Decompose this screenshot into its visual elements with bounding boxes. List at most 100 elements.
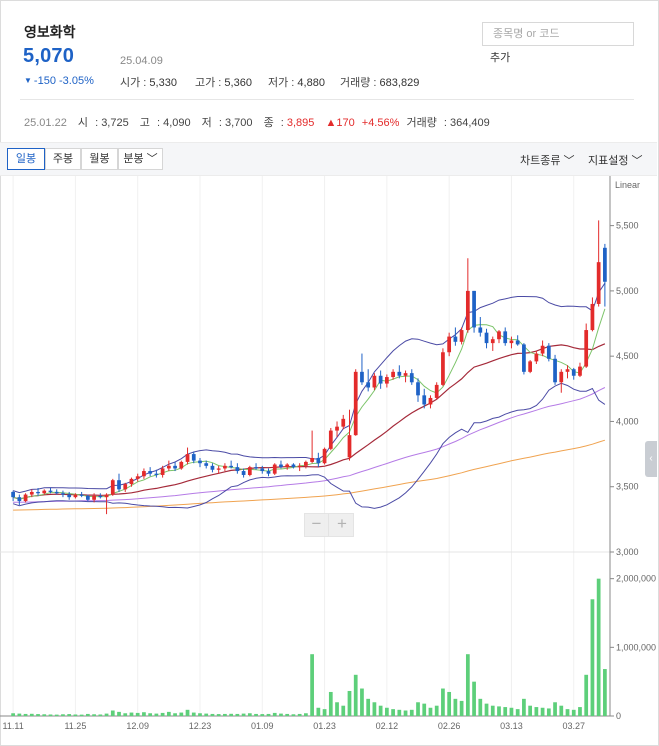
candle-body xyxy=(503,331,508,344)
candle-body xyxy=(17,497,22,502)
volume-bar xyxy=(241,713,246,716)
volume-bar xyxy=(490,705,495,716)
volume-bar xyxy=(48,714,53,716)
high-stat: 고가 : 5,360 xyxy=(195,77,252,89)
candle-body xyxy=(198,460,202,464)
indicator-menu[interactable]: 지표설정 ﹀ xyxy=(588,155,643,167)
ma60-line xyxy=(13,387,606,503)
volume-bar xyxy=(596,578,601,716)
candle-body xyxy=(304,461,308,466)
volume-bar xyxy=(185,709,190,716)
tab-monthly[interactable]: 월봉 xyxy=(81,148,118,170)
crosshair-info: 25.01.22 시 : 3,725 고 : 4,090 저 : 3,700 종… xyxy=(24,114,498,130)
candle-body xyxy=(596,262,601,304)
volume-bar xyxy=(135,712,140,716)
current-price: 5,070 xyxy=(23,45,75,67)
volume-bar xyxy=(546,708,551,716)
candle-body xyxy=(490,339,495,344)
volume-bar xyxy=(117,711,121,716)
volume-bar xyxy=(366,698,371,716)
volume-stat: 거래량 : 683,829 xyxy=(340,77,420,89)
chart-type-menu[interactable]: 차트종류 ﹀ xyxy=(520,155,575,167)
candle-body xyxy=(241,471,246,475)
open-stat: 시가 : 5,330 xyxy=(120,77,177,89)
info-volume: 거래량 : 364,409 xyxy=(406,117,490,129)
minus-icon[interactable]: − xyxy=(305,514,329,536)
tab-weekly[interactable]: 주봉 xyxy=(45,148,81,170)
candle-body xyxy=(353,371,358,436)
candle-body xyxy=(266,471,271,474)
chevron-down-icon: ﹀ xyxy=(143,153,158,165)
volume-bar xyxy=(98,714,103,716)
volume-bar xyxy=(61,714,65,716)
volume-bar xyxy=(29,713,34,716)
candle-body xyxy=(422,395,427,405)
candle-body xyxy=(403,373,408,376)
candle-body xyxy=(397,371,402,376)
candle-body xyxy=(472,290,476,328)
volume-bar xyxy=(11,713,15,716)
candle-body xyxy=(540,345,545,354)
candle-body xyxy=(54,491,59,494)
volume-bar xyxy=(578,707,582,716)
info-change: ▲170 xyxy=(325,117,355,129)
candle-body xyxy=(291,464,296,468)
candle-body xyxy=(79,494,84,496)
candle-body xyxy=(229,465,234,468)
chevron-down-icon: ﹀ xyxy=(628,155,643,167)
chevron-left-icon[interactable]: ‹ xyxy=(645,441,657,477)
candle-body xyxy=(98,495,103,498)
info-high: 고 : 4,090 xyxy=(139,117,191,129)
volume-bar xyxy=(36,714,40,716)
volume-bar xyxy=(110,710,115,716)
volume-bar xyxy=(571,709,576,716)
candle-body xyxy=(310,458,314,462)
candle-body xyxy=(465,290,470,331)
candle-body xyxy=(210,465,215,470)
x-tick-label: 03.13 xyxy=(500,721,523,731)
volume-bar xyxy=(272,712,277,716)
candle-body xyxy=(117,480,121,490)
ma120-line xyxy=(13,439,606,511)
volume-bar xyxy=(353,674,358,716)
info-change-pct: +4.56% xyxy=(361,117,400,129)
price-tick-label: 4,000 xyxy=(616,416,639,426)
volume-bar xyxy=(42,714,47,716)
volume-bar xyxy=(79,714,84,716)
volume-bar xyxy=(223,713,227,716)
volume-bar xyxy=(528,705,533,716)
candle-body xyxy=(279,464,283,468)
candle-body xyxy=(335,426,339,431)
candle-body xyxy=(497,331,501,340)
change-percent: -3.05% xyxy=(59,75,94,87)
plus-icon[interactable]: + xyxy=(337,514,347,533)
volume-bar xyxy=(173,713,177,716)
volume-bar xyxy=(391,709,395,716)
volume-bar xyxy=(297,713,302,716)
candle-body xyxy=(29,491,34,495)
volume-bar xyxy=(335,702,339,716)
tab-minute[interactable]: 분봉 ﹀ xyxy=(118,148,163,170)
stock-search-input[interactable] xyxy=(482,22,634,46)
candle-body xyxy=(559,371,564,383)
volume-bar xyxy=(279,713,283,716)
scale-label: Linear xyxy=(615,180,640,190)
divider xyxy=(20,99,634,100)
volume-bar xyxy=(310,654,314,716)
volume-bar xyxy=(465,654,470,716)
stock-chart[interactable]: Linear 3,000 3,500 4,000 4,500 5,000 5,500 0 1,0… xyxy=(0,176,659,746)
volume-bar xyxy=(540,707,545,716)
price-tick-label: 3,500 xyxy=(616,482,639,492)
candle-body xyxy=(522,344,526,372)
candle-body xyxy=(590,303,595,331)
volume-bar xyxy=(260,714,265,716)
volume-bar xyxy=(478,698,483,716)
candle-body xyxy=(73,494,78,498)
tab-daily[interactable]: 일봉 xyxy=(7,148,45,170)
add-button[interactable]: 추가 xyxy=(490,52,511,64)
candle-body xyxy=(142,471,146,477)
volume-bar xyxy=(397,709,402,716)
volume-bar xyxy=(328,691,333,716)
candle-body xyxy=(135,476,140,479)
stock-name[interactable]: 영보화학 xyxy=(24,24,76,40)
